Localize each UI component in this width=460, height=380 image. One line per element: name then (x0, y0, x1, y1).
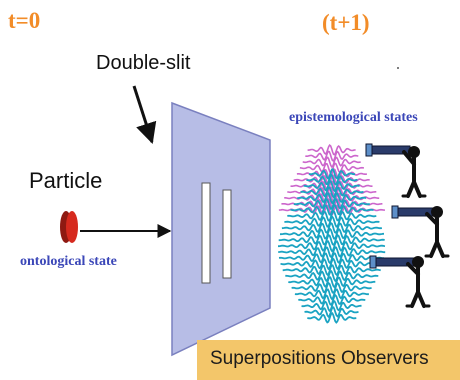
telescope-observer-icon (369, 255, 431, 308)
time-label-start: t=0 (8, 8, 41, 33)
wave-back-line (296, 167, 367, 181)
wave-front-line (288, 276, 376, 289)
wave-front-line (304, 306, 359, 319)
double-slit-label: Double-slit (96, 52, 191, 74)
slit-upper (201, 182, 211, 284)
slit-panel (171, 101, 271, 357)
particle-disc-icon (60, 211, 78, 243)
wave-back-line (305, 150, 359, 163)
caption-text: Superpositions Observers (210, 348, 429, 369)
wave-front-line (287, 209, 377, 222)
wave-front-line (297, 192, 367, 205)
wave-front-line (293, 197, 370, 210)
wave-front-line (284, 215, 380, 228)
wave-front-line (300, 186, 364, 199)
wave-front-line (291, 281, 372, 294)
time-label-next: (t+1) (322, 10, 370, 35)
wave-front-line (278, 246, 386, 259)
wave-front-line (278, 240, 386, 253)
wave-front-line (303, 180, 360, 193)
wave-back-line (302, 156, 361, 169)
wave-front-line (307, 312, 357, 324)
wave-front-line (285, 270, 379, 283)
dot-mark (397, 67, 399, 69)
wave-front-line (280, 257, 383, 271)
wave-front-line (308, 168, 355, 180)
ontological-state-label: ontological state (20, 254, 117, 269)
slit-lower (222, 189, 232, 279)
wave-front-line (282, 264, 381, 277)
wave-front-line (281, 221, 382, 234)
epistemological-states-label: epistemological states (289, 110, 418, 125)
wave-front-line (306, 173, 358, 186)
wave-front-line (294, 288, 369, 301)
wave-front-line (290, 203, 374, 216)
wave-front-line (280, 227, 384, 240)
observer-group (365, 143, 450, 308)
wave-back-line (307, 144, 356, 156)
telescope-observer-icon (365, 143, 427, 198)
slit-pointer-arrow (132, 85, 157, 144)
interference-waves (278, 144, 386, 324)
telescope-observer-icon (391, 205, 450, 258)
particle-label: Particle (29, 168, 103, 193)
wave-front-line (278, 233, 385, 247)
caption-banner (197, 340, 460, 380)
